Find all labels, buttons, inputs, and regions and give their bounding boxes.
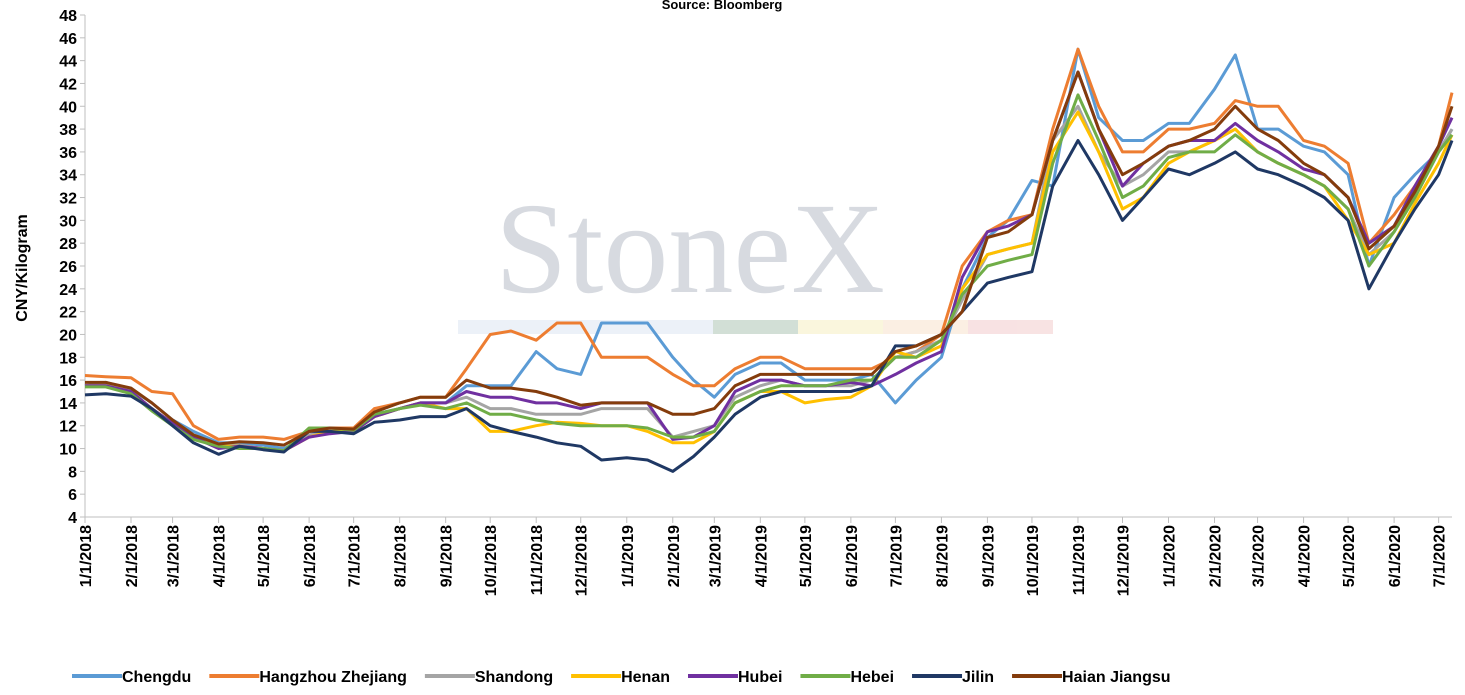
x-tick-label: 2/1/2018 (124, 525, 141, 587)
watermark-band (798, 320, 883, 334)
x-tick-label: 4/1/2020 (1297, 525, 1314, 587)
y-axis-label: CNY/Kilogram (14, 214, 31, 322)
y-tick-label: 8 (68, 464, 77, 481)
x-tick-label: 6/1/2020 (1387, 525, 1404, 587)
x-tick-label: 3/1/2020 (1251, 525, 1268, 587)
series-line (85, 70, 1454, 453)
series-line (85, 93, 1454, 453)
y-tick-label: 42 (59, 76, 77, 93)
x-tick-label: 1/1/2018 (78, 525, 95, 587)
y-tick-label: 32 (59, 191, 77, 208)
x-tick-label: 2/1/2019 (666, 525, 683, 587)
x-tick-label: 12/1/2018 (574, 525, 591, 596)
x-tick-label: 12/1/2019 (1115, 525, 1132, 596)
x-tick-label: 10/1/2019 (1025, 525, 1042, 596)
y-tick-label: 20 (59, 327, 77, 344)
x-tick-label: 5/1/2020 (1341, 525, 1358, 587)
x-tick-label: 1/1/2020 (1162, 525, 1179, 587)
y-tick-label: 10 (59, 442, 77, 459)
chart-title: Source: Bloomberg (662, 0, 783, 12)
x-tick-label: 3/1/2018 (166, 525, 183, 587)
x-tick-label: 5/1/2018 (256, 525, 273, 587)
y-tick-label: 22 (59, 305, 77, 322)
x-tick-label: 7/1/2018 (347, 525, 364, 587)
y-tick-label: 38 (59, 122, 77, 139)
x-tick-label: 11/1/2018 (529, 525, 546, 595)
x-tick-label: 2/1/2020 (1208, 525, 1225, 587)
y-tick-label: 28 (59, 236, 77, 253)
x-tick-label: 6/1/2019 (844, 525, 861, 587)
y-tick-label: 40 (59, 99, 77, 116)
legend-label: Shandong (475, 669, 553, 686)
x-tick-label: 8/1/2019 (934, 525, 951, 587)
x-tick-label: 1/1/2019 (620, 525, 637, 587)
watermark-text: StoneX (495, 177, 885, 321)
legend-label: Henan (621, 669, 670, 686)
x-tick-label: 4/1/2018 (212, 525, 229, 587)
x-tick-label: 5/1/2019 (798, 525, 815, 587)
x-tick-label: 4/1/2019 (753, 525, 770, 587)
y-tick-label: 34 (59, 168, 77, 185)
y-tick-label: 36 (59, 145, 77, 162)
y-tick-label: 46 (59, 31, 77, 48)
legend-label: Hubei (738, 669, 782, 686)
watermark-band (968, 320, 1053, 334)
y-tick-label: 14 (59, 396, 77, 413)
watermark: StoneX (458, 177, 1053, 334)
x-tick-label: 9/1/2019 (980, 525, 997, 587)
x-tick-label: 10/1/2018 (483, 525, 500, 596)
y-tick-label: 4 (68, 510, 77, 527)
x-tick-label: 7/1/2020 (1432, 525, 1449, 587)
legend-label: Jilin (962, 669, 994, 686)
y-tick-label: 24 (59, 282, 77, 299)
y-tick-label: 18 (59, 350, 77, 367)
legend: Chengdu Hangzhou Zhejiang Shandong Henan Hub… (72, 669, 1171, 686)
watermark-band (883, 320, 968, 334)
y-tick-label: 44 (59, 54, 77, 71)
x-tick-label: 3/1/2019 (707, 525, 724, 587)
y-tick-label: 6 (68, 487, 77, 504)
x-tick-label: 9/1/2018 (439, 525, 456, 587)
x-tick-label: 7/1/2019 (888, 525, 905, 587)
legend-label: Hangzhou Zhejiang (259, 669, 407, 686)
y-tick-label: 12 (59, 419, 77, 436)
x-tick-label: 11/1/2019 (1071, 525, 1088, 595)
y-tick-label: 26 (59, 259, 77, 276)
x-tick-label: 6/1/2018 (302, 525, 319, 587)
y-tick-label: 16 (59, 373, 77, 390)
x-tick-label: 8/1/2018 (393, 525, 410, 587)
series-line (85, 70, 1454, 447)
legend-label: Chengdu (122, 669, 191, 686)
y-tick-label: 48 (59, 8, 77, 25)
watermark-band (713, 320, 798, 334)
legend-label: Haian Jiangsu (1062, 669, 1170, 686)
y-tick-label: 30 (59, 213, 77, 230)
legend-label: Hebei (850, 669, 894, 686)
